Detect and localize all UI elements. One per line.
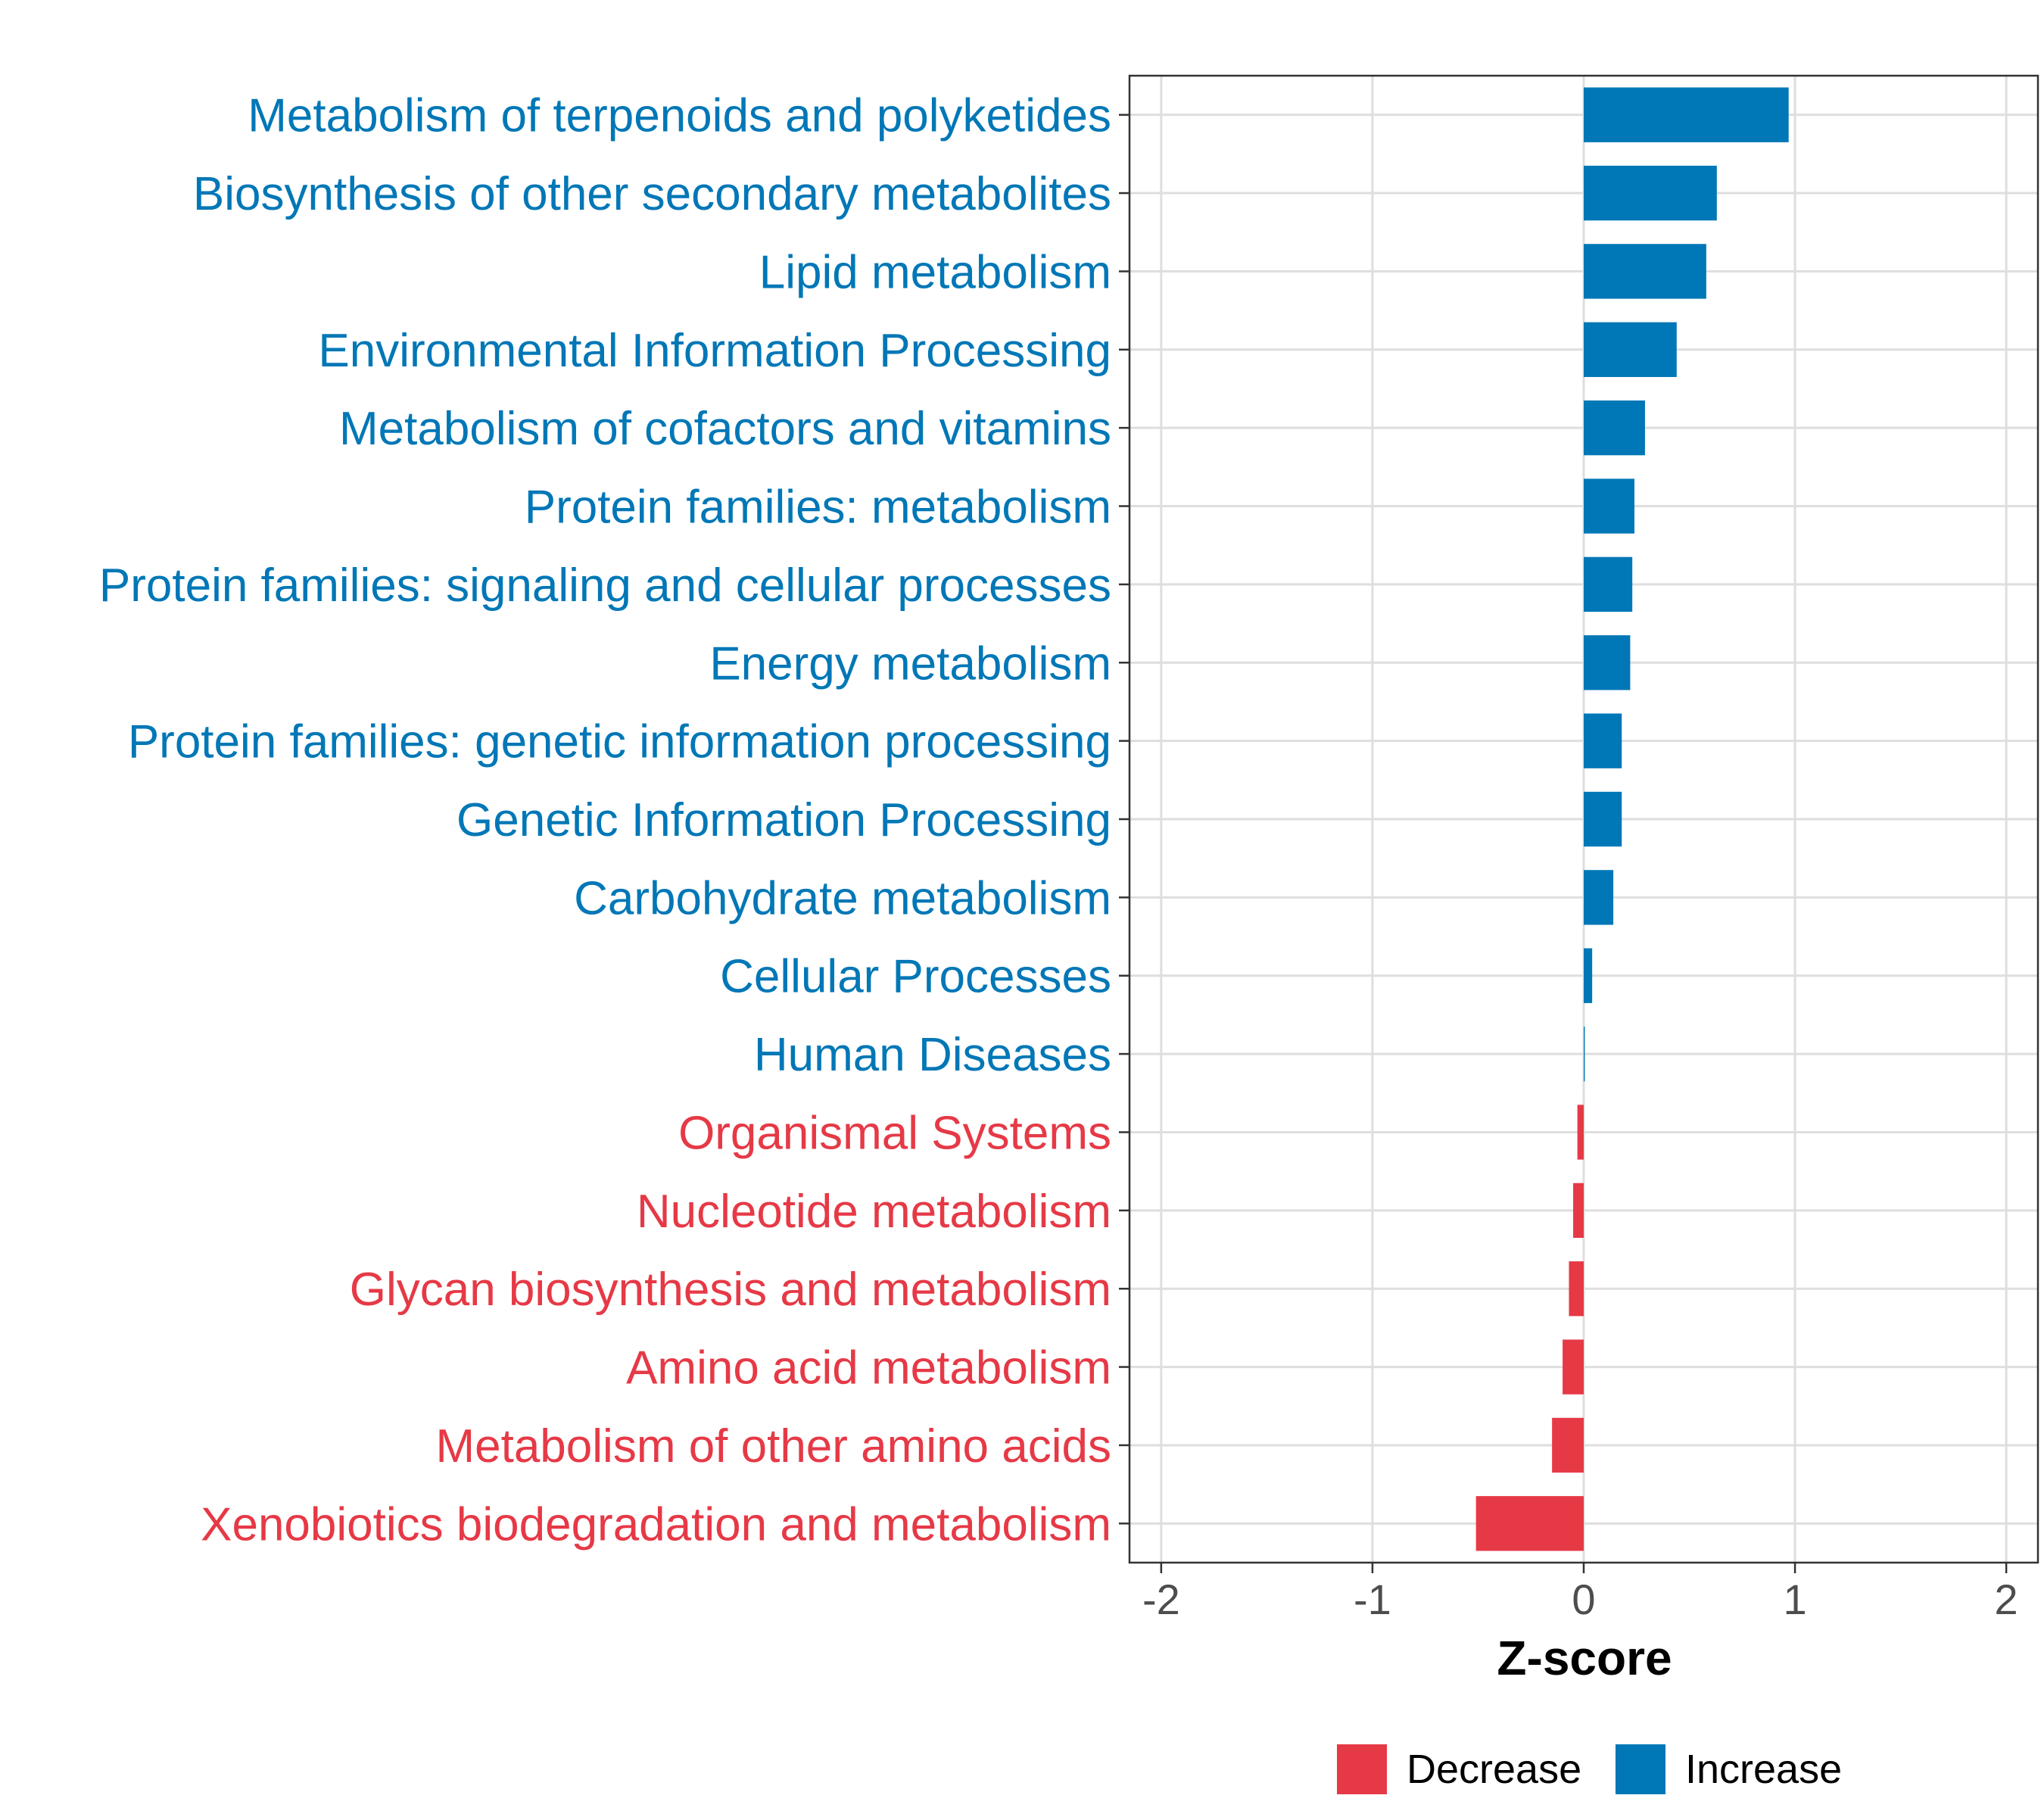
y-tick-label: Xenobiotics biodegradation and metabolis… <box>201 1498 1111 1551</box>
bar <box>1584 556 1633 612</box>
bar <box>1552 1417 1584 1473</box>
bar <box>1584 791 1622 847</box>
bar <box>1584 87 1789 142</box>
bar <box>1475 1496 1584 1551</box>
bar <box>1584 478 1634 534</box>
y-tick-label: Human Diseases <box>754 1029 1111 1081</box>
y-tick-label: Nucleotide metabolism <box>637 1186 1111 1238</box>
legend-swatch-increase <box>1616 1744 1665 1794</box>
legend-label-decrease: Decrease <box>1407 1747 1581 1792</box>
x-tick-label: 1 <box>1783 1575 1806 1623</box>
y-tick-label: Energy metabolism <box>709 637 1111 690</box>
y-tick-label: Protein families: signaling and cellular… <box>99 559 1111 612</box>
x-tick-label: -2 <box>1142 1575 1180 1623</box>
bar <box>1563 1339 1584 1395</box>
x-axis: -2 -1 0 1 2 <box>1142 1563 2018 1623</box>
bar <box>1584 870 1614 925</box>
y-tick-label: Biosynthesis of other secondary metaboli… <box>193 168 1111 220</box>
y-tick-label: Genetic Information Processing <box>456 794 1111 846</box>
y-tick-label: Lipid metabolism <box>759 246 1111 298</box>
y-tick-label: Glycan biosynthesis and metabolism <box>350 1264 1111 1316</box>
bar <box>1584 948 1593 1003</box>
y-tick-label: Cellular Processes <box>720 951 1111 1003</box>
y-tick-label: Amino acid metabolism <box>626 1342 1111 1395</box>
bar <box>1584 165 1717 221</box>
y-tick-label: Metabolism of other amino acids <box>435 1420 1111 1473</box>
y-tick-label: Carbohydrate metabolism <box>574 872 1111 924</box>
bars <box>1475 87 1789 1551</box>
bar <box>1573 1183 1584 1239</box>
y-tick-label: Environmental Information Processing <box>318 325 1111 377</box>
y-axis: Metabolism of terpenoids and polyketides… <box>99 90 1129 1551</box>
bar <box>1584 244 1706 299</box>
bar <box>1584 713 1622 768</box>
legend-swatch-decrease <box>1337 1744 1387 1794</box>
x-tick-label: -1 <box>1354 1575 1391 1623</box>
legend-label-increase: Increase <box>1685 1747 1842 1792</box>
bar <box>1569 1261 1584 1317</box>
y-tick-label: Metabolism of terpenoids and polyketides <box>248 90 1111 142</box>
legend: Decrease Increase <box>1337 1744 1842 1794</box>
y-tick-label: Protein families: metabolism <box>525 482 1111 534</box>
bar <box>1577 1105 1584 1160</box>
y-tick-label: Organismal Systems <box>678 1107 1111 1159</box>
bar <box>1584 400 1645 456</box>
x-tick-label: 0 <box>1572 1575 1595 1623</box>
y-tick-label: Protein families: genetic information pr… <box>128 716 1111 768</box>
y-tick-label: Metabolism of cofactors and vitamins <box>339 403 1111 455</box>
bar <box>1584 635 1631 690</box>
bar <box>1584 322 1677 377</box>
x-axis-title: Z-score <box>1497 1631 1672 1685</box>
x-tick-label: 2 <box>1995 1575 2018 1623</box>
